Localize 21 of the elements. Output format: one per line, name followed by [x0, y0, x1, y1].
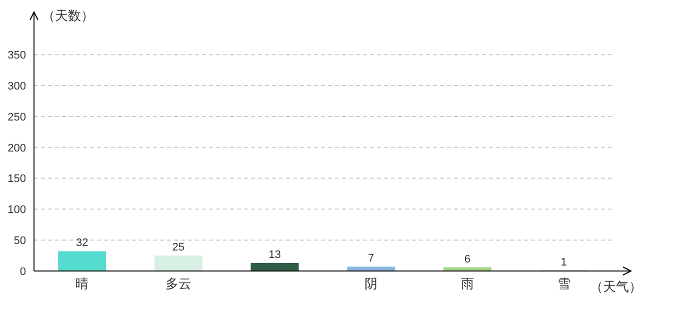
x-tick-label: 雪: [557, 276, 570, 292]
data-label: 1: [560, 256, 567, 268]
y-tick-label: 300: [8, 80, 26, 92]
x-tick-label: 雨: [461, 276, 474, 292]
x-tick-label: 阴: [364, 276, 378, 292]
data-label: 13: [268, 248, 281, 261]
y-tick-label: 200: [8, 142, 26, 154]
data-label: 6: [464, 253, 470, 266]
y-tick-label: 150: [8, 173, 26, 186]
y-axis-title: （天数）: [42, 8, 94, 23]
x-tick-label: 晴: [76, 276, 89, 292]
data-label: 32: [76, 237, 88, 250]
x-tick-label: 多云: [166, 276, 192, 292]
y-tick-label: 100: [8, 204, 26, 216]
x-axis-title: （天气）: [590, 279, 642, 294]
y-tick-label: 50: [14, 234, 26, 247]
y-tick-label: 250: [8, 111, 26, 124]
data-label: 25: [172, 242, 185, 254]
data-label: 7: [368, 252, 374, 265]
y-tick-label: 350: [8, 50, 26, 62]
y-tick-label: 0: [20, 266, 26, 278]
